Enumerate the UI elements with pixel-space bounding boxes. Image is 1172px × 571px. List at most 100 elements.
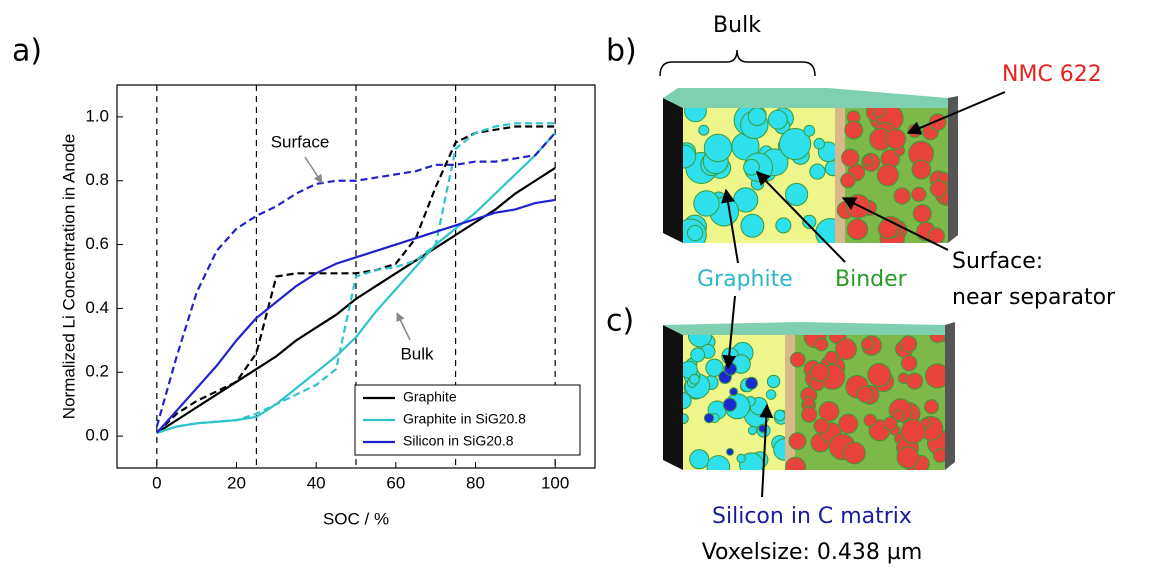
particle xyxy=(776,218,791,233)
particle xyxy=(730,388,738,396)
particle xyxy=(842,149,859,166)
x-tick-label: 40 xyxy=(307,473,326,492)
particle xyxy=(857,386,873,402)
particle xyxy=(690,374,700,384)
particle xyxy=(930,181,946,197)
particle xyxy=(804,397,814,407)
particle xyxy=(724,363,736,375)
image-label: Silicon in C matrix xyxy=(712,504,912,529)
particle xyxy=(841,173,855,187)
annotation-arrow xyxy=(305,157,322,183)
particle xyxy=(845,121,863,139)
particle xyxy=(877,165,898,186)
particle xyxy=(746,377,758,389)
box-side xyxy=(663,98,683,243)
y-tick-label: 0.6 xyxy=(85,234,109,253)
particle xyxy=(900,336,916,352)
panel-label: a) xyxy=(12,34,42,69)
particle xyxy=(897,447,919,469)
particle xyxy=(748,108,766,126)
particle xyxy=(912,187,926,201)
particle xyxy=(815,338,828,351)
x-tick-label: 80 xyxy=(466,473,485,492)
legend-label: Silicon in SiG20.8 xyxy=(403,433,514,449)
particle xyxy=(691,348,705,362)
image-label: Surface: xyxy=(952,249,1043,274)
annotation: Surface xyxy=(271,132,330,151)
image-label: Graphite xyxy=(697,267,793,292)
y-tick-label: 1.0 xyxy=(85,106,109,125)
y-tick-label: 0.4 xyxy=(85,298,109,317)
particle xyxy=(786,183,808,205)
particle xyxy=(786,457,806,477)
particle xyxy=(847,219,868,240)
particle xyxy=(825,351,837,363)
particle xyxy=(811,363,829,381)
particle xyxy=(913,205,931,223)
particle xyxy=(901,355,917,371)
particle xyxy=(868,363,891,386)
particle xyxy=(723,398,736,411)
box-side xyxy=(663,325,683,470)
y-tick-label: 0.0 xyxy=(85,426,109,445)
particle xyxy=(906,373,922,389)
x-tick-label: 100 xyxy=(541,473,569,492)
particle xyxy=(925,400,939,414)
tomography-renders: Bulk NMC 622 Graphite Binder Surface: ne… xyxy=(660,13,1116,565)
particle xyxy=(861,338,873,350)
image-label: Voxelsize: 0.438 µm xyxy=(702,540,923,565)
particle xyxy=(863,155,874,166)
particle xyxy=(767,375,779,387)
particle xyxy=(912,160,931,179)
x-tick-label: 0 xyxy=(152,473,161,492)
legend-label: Graphite in SiG20.8 xyxy=(403,411,526,427)
particle xyxy=(690,450,709,469)
particle xyxy=(810,164,825,179)
legend-label: Graphite xyxy=(403,389,457,405)
particle xyxy=(886,129,906,149)
particle xyxy=(766,390,776,400)
particle xyxy=(727,448,734,455)
box-edge xyxy=(945,322,955,470)
x-axis-title: SOC / % xyxy=(323,509,389,528)
particle xyxy=(802,407,817,422)
particle xyxy=(748,426,756,434)
particle xyxy=(878,219,897,238)
y-tick-label: 0.2 xyxy=(85,362,109,381)
image-label: NMC 622 xyxy=(1002,62,1102,87)
brace xyxy=(660,50,815,76)
annotation-arrow xyxy=(397,313,410,340)
particle xyxy=(814,419,829,434)
particle xyxy=(790,352,805,367)
particle xyxy=(768,110,787,129)
particle xyxy=(901,419,925,443)
y-tick-label: 0.8 xyxy=(85,170,109,189)
panel-label: c) xyxy=(606,304,634,339)
particle xyxy=(699,125,709,135)
particle xyxy=(789,433,806,450)
box-top xyxy=(663,88,948,108)
particle xyxy=(704,413,713,422)
particle xyxy=(774,410,785,421)
particle xyxy=(704,134,731,161)
particle xyxy=(804,125,815,136)
particle xyxy=(737,454,745,462)
particle xyxy=(694,191,719,216)
image-label: near separator xyxy=(952,285,1116,310)
particle xyxy=(687,225,702,240)
particle xyxy=(814,138,825,149)
particle xyxy=(844,442,866,464)
annotation: Bulk xyxy=(400,344,434,363)
particle xyxy=(741,214,764,237)
figure: a) b) c) 0 20 40 60 80 100 0.0 0.2 0.4 0.6 0.8 1.0 S… xyxy=(0,0,1172,571)
x-tick-label: 20 xyxy=(227,473,246,492)
particle xyxy=(894,188,910,204)
x-tick-label: 60 xyxy=(386,473,405,492)
image-label: Bulk xyxy=(713,13,761,38)
panel-label: b) xyxy=(606,34,637,69)
particle xyxy=(864,414,876,426)
particle xyxy=(884,417,897,430)
particle xyxy=(839,414,858,433)
image-label: Binder xyxy=(835,267,908,292)
